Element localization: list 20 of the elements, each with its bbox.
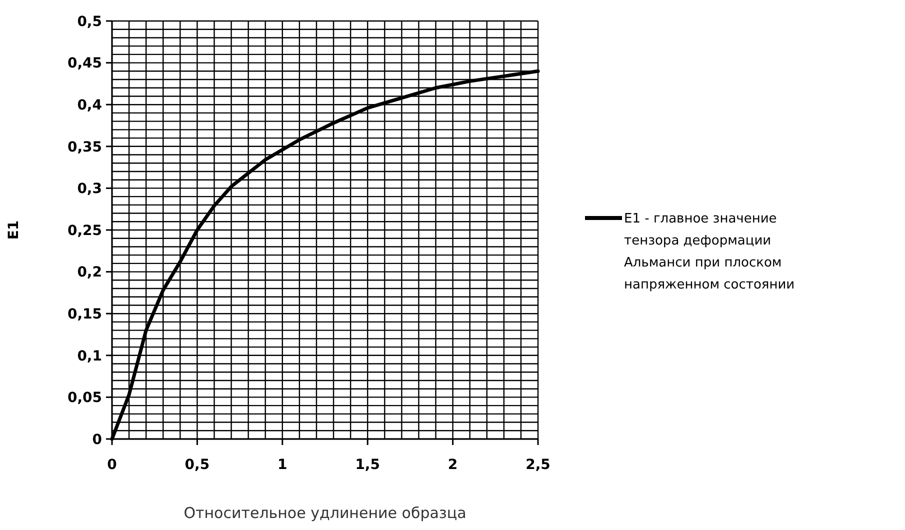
y-tick-label: 0,2 [77, 264, 102, 281]
legend-label: E1 - главное значение тензора деформации Альманси при плоском напряженном состоянии [624, 212, 795, 293]
y-axis-title: E1 [6, 220, 22, 240]
y-tick-label: 0,25 [67, 222, 102, 239]
x-tick-label: 1 [278, 457, 288, 473]
x-tick-label: 2 [448, 457, 458, 473]
y-tick-label: 0,15 [67, 306, 102, 322]
x-axis-title: Относительное удлинение образца [184, 504, 466, 522]
x-tick-label: 0,5 [184, 457, 210, 473]
y-tick-label: 0,35 [67, 139, 102, 156]
y-tick-label: 0,05 [67, 390, 102, 406]
y-tick-label: 0,3 [77, 181, 102, 198]
y-tick-label: 0 [92, 432, 102, 448]
x-tick-label: 0 [107, 457, 118, 473]
y-tick-label: 0,1 [77, 348, 102, 364]
y-tick-label: 0,4 [77, 98, 102, 114]
y-tick-label: 0,5 [77, 14, 102, 30]
y-tick-label: 0,45 [67, 56, 102, 72]
x-tick-label: 2,5 [526, 457, 550, 473]
x-tick-label: 1,5 [355, 457, 380, 473]
